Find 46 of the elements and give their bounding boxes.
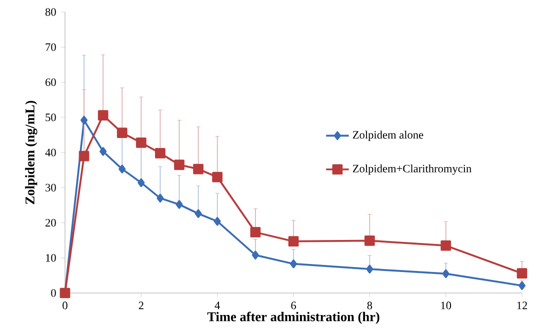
point (176, 200, 183, 209)
x-tick-label: 6 (291, 302, 296, 310)
x-tick-label: 4 (214, 302, 220, 310)
point (440, 240, 452, 251)
y-tick-label: 60 (46, 78, 56, 86)
y-tick-label: 30 (46, 184, 56, 192)
x-tick-label: 2 (138, 302, 144, 310)
point (252, 250, 259, 260)
y-tick-label: 0 (51, 289, 56, 297)
x-tick-label: 12 (517, 302, 528, 310)
legend-label: Zolpidem+Clarithromycin (352, 164, 472, 175)
y-tick-label: 20 (46, 218, 56, 227)
point (250, 227, 261, 238)
y-tick-label: 10 (46, 254, 56, 262)
point (364, 235, 375, 246)
point (366, 264, 374, 274)
y-tick-label: 40 (45, 148, 56, 156)
point (442, 269, 450, 278)
point (78, 150, 90, 162)
x-tick-label: 10 (441, 302, 452, 310)
point (98, 110, 108, 120)
point (193, 164, 204, 174)
point (516, 268, 528, 279)
point (155, 148, 166, 158)
point (290, 259, 298, 268)
point (136, 137, 146, 148)
point (116, 128, 128, 138)
point (156, 194, 164, 203)
point (212, 172, 223, 182)
point (518, 281, 526, 290)
y-tick-label: 50 (46, 114, 56, 122)
point (174, 160, 184, 170)
y-axis-title: Zolpidem (ng/mL) (25, 100, 38, 204)
x-tick-label: 8 (367, 302, 372, 310)
x-axis-title: Time after administration (hr) (207, 312, 380, 324)
y-tick-label: 80 (45, 8, 56, 16)
y-tick-label: 70 (46, 43, 56, 51)
x-tick-label: 0 (62, 302, 68, 310)
point (288, 236, 299, 247)
point (118, 164, 126, 174)
point (214, 216, 221, 226)
legend-label: Zolpidem alone (352, 130, 424, 141)
point (80, 116, 88, 125)
point (138, 178, 145, 188)
point (100, 147, 107, 156)
point (194, 209, 202, 218)
